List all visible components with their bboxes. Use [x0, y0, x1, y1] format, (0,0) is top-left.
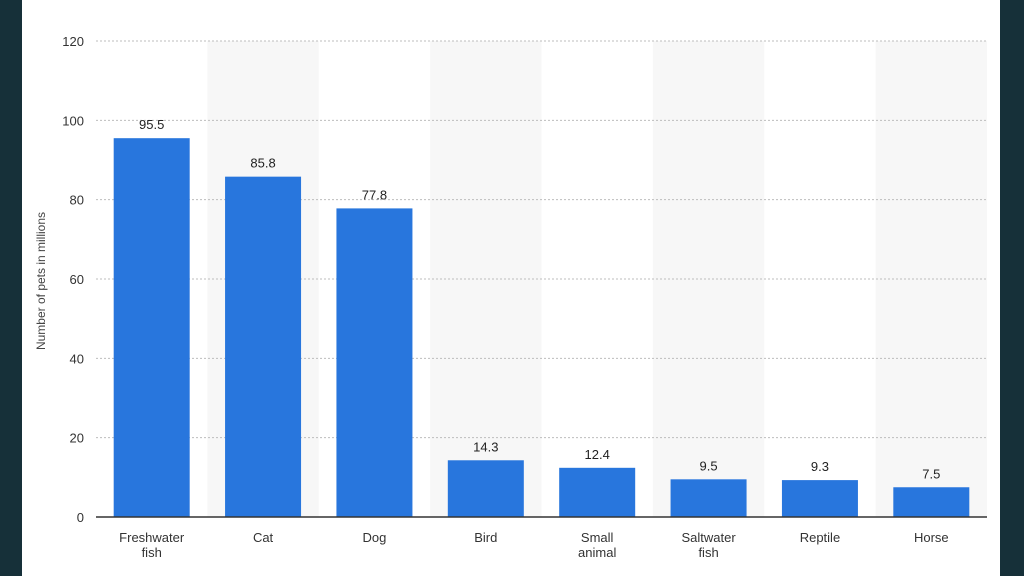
- x-category-label-line: Bird: [474, 530, 497, 545]
- x-category-label-line: Dog: [363, 530, 387, 545]
- bar: [670, 479, 747, 517]
- bar: [336, 208, 413, 518]
- data-label: 9.3: [811, 459, 829, 474]
- data-label: 12.4: [585, 447, 610, 462]
- y-axis-ticks: 0 20 40 60 80 100 120: [62, 34, 84, 525]
- data-labels: 95.5 85.8 77.8 14.3 12.4 9.5 9.3 7.5: [139, 117, 940, 481]
- x-category-label: Bird: [474, 530, 497, 545]
- bars: [113, 138, 970, 518]
- x-category-label-line: Freshwater: [119, 530, 185, 545]
- x-category-label-line: Cat: [253, 530, 274, 545]
- y-tick-label: 120: [62, 34, 84, 49]
- data-label: 95.5: [139, 117, 164, 132]
- x-category-label: Small animal: [578, 530, 616, 560]
- data-label: 9.5: [700, 458, 718, 473]
- bar: [447, 460, 524, 517]
- y-tick-label: 0: [77, 510, 84, 525]
- data-label: 14.3: [473, 439, 498, 454]
- y-tick-label: 40: [70, 351, 84, 366]
- x-category-label-line: Horse: [914, 530, 949, 545]
- y-tick-label: 80: [70, 193, 84, 208]
- y-tick-label: 20: [70, 431, 84, 446]
- x-category-label-line: fish: [698, 545, 718, 560]
- x-category-label: Freshwater fish: [119, 530, 185, 560]
- x-category-label-line: Reptile: [800, 530, 840, 545]
- x-category-label: Horse: [914, 530, 949, 545]
- x-category-label: Dog: [363, 530, 387, 545]
- data-label: 85.8: [250, 156, 275, 171]
- x-category-label-line: Saltwater: [681, 530, 736, 545]
- bar: [225, 176, 302, 517]
- bar: [893, 487, 970, 517]
- data-label: 77.8: [362, 187, 387, 202]
- x-category-label-line: Small: [581, 530, 614, 545]
- y-tick-label: 60: [70, 272, 84, 287]
- data-label: 7.5: [922, 466, 940, 481]
- x-category-label: Saltwater fish: [681, 530, 736, 560]
- bar: [113, 138, 190, 517]
- x-category-label: Reptile: [800, 530, 840, 545]
- x-category-label-line: fish: [142, 545, 162, 560]
- x-category-label-line: animal: [578, 545, 616, 560]
- x-category-label: Cat: [253, 530, 274, 545]
- y-axis-title: Number of pets in millions: [34, 212, 48, 350]
- bar: [559, 467, 636, 517]
- y-tick-label: 100: [62, 113, 84, 128]
- bar: [781, 480, 858, 517]
